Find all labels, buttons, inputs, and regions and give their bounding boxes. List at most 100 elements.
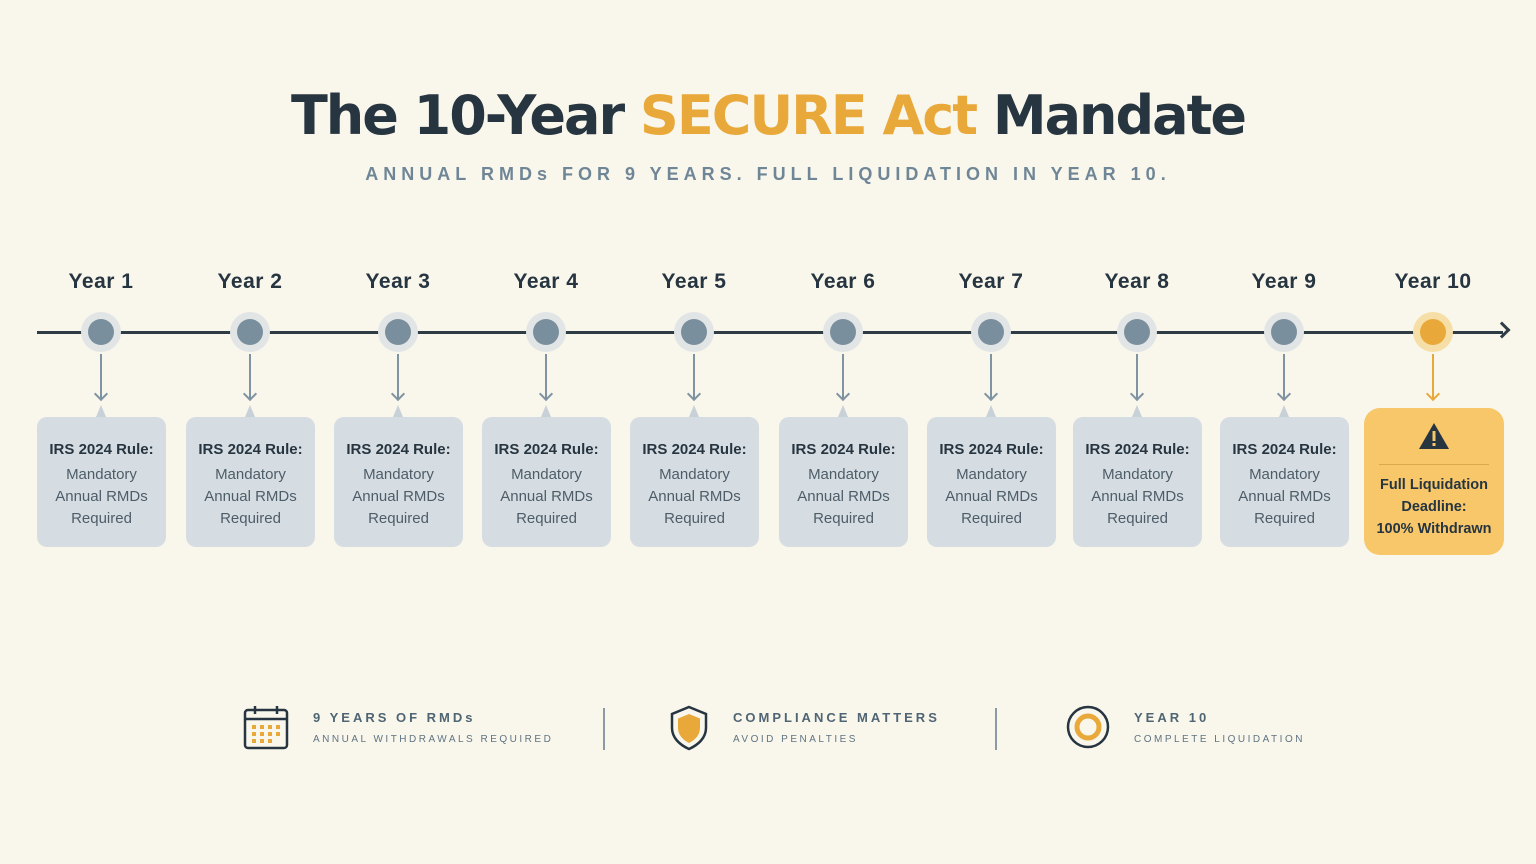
rule-card: IRS 2024 Rule: Mandatory Annual RMDs Requ… <box>334 417 463 547</box>
legend-divider <box>603 708 605 750</box>
timeline-node-dot <box>978 319 1004 345</box>
warning-icon <box>1419 423 1449 449</box>
timeline-node-dot <box>681 319 707 345</box>
target-icon <box>1066 705 1110 749</box>
connector-line <box>1136 354 1138 399</box>
legend-title: 9 YEARS OF RMDs <box>313 710 476 725</box>
connector-line <box>397 354 399 399</box>
rule-card: IRS 2024 Rule: Mandatory Annual RMDs Requ… <box>630 417 759 547</box>
year-label: Year 8 <box>1104 270 1170 293</box>
timeline-arrowhead <box>1493 321 1511 339</box>
connector-line <box>842 354 844 399</box>
card-pointer <box>689 405 699 417</box>
timeline-node <box>81 312 121 352</box>
rule-card-body: Mandatory Annual RMDs Required <box>797 466 890 527</box>
timeline-node <box>230 312 270 352</box>
final-card-divider <box>1379 464 1489 465</box>
connector-arrowhead <box>538 386 554 402</box>
legend-subtitle: AVOID PENALTIES <box>733 734 858 745</box>
rule-card-title: IRS 2024 Rule: <box>791 441 896 458</box>
rule-card-title: IRS 2024 Rule: <box>494 441 599 458</box>
rule-card-title: IRS 2024 Rule: <box>1085 441 1190 458</box>
final-card-text: Full Liquidation Deadline: 100% Withdraw… <box>1376 477 1492 537</box>
legend-divider <box>995 708 997 750</box>
final-deadline-card: Full Liquidation Deadline: 100% Withdraw… <box>1364 408 1504 555</box>
year-label: Year 9 <box>1251 270 1317 293</box>
rule-card-title: IRS 2024 Rule: <box>49 441 154 458</box>
connector-arrowhead <box>983 386 999 402</box>
connector-line <box>990 354 992 399</box>
card-pointer <box>541 405 551 417</box>
timeline-node-dot <box>830 319 856 345</box>
rule-card-body: Mandatory Annual RMDs Required <box>648 466 741 527</box>
rule-card-body: Mandatory Annual RMDs Required <box>945 466 1038 527</box>
timeline-node-dot <box>1124 319 1150 345</box>
title-part-1: The 10-Year <box>290 84 640 147</box>
connector-line <box>249 354 251 399</box>
year-label: Year 10 <box>1394 270 1472 293</box>
legend-item-year10: YEAR 10 COMPLETE LIQUIDATION <box>1065 704 1315 754</box>
connector-line <box>100 354 102 399</box>
year-label: Year 1 <box>68 270 134 293</box>
connector-arrowhead <box>835 386 851 402</box>
timeline-node <box>1413 312 1453 352</box>
title-part-2: Mandate <box>976 84 1247 147</box>
rule-card-title: IRS 2024 Rule: <box>198 441 303 458</box>
rule-card-body: Mandatory Annual RMDs Required <box>204 466 297 527</box>
connector-arrowhead <box>242 386 258 402</box>
legend-item-compliance: COMPLIANCE MATTERS AVOID PENALTIES <box>668 704 948 754</box>
timeline-node-dot <box>88 319 114 345</box>
timeline-node-dot <box>237 319 263 345</box>
rule-card-body: Mandatory Annual RMDs Required <box>1238 466 1331 527</box>
legend-title: COMPLIANCE MATTERS <box>733 710 940 725</box>
rule-card: IRS 2024 Rule: Mandatory Annual RMDs Requ… <box>482 417 611 547</box>
connector-line <box>1283 354 1285 399</box>
rule-card-body: Mandatory Annual RMDs Required <box>500 466 593 527</box>
connector-line <box>545 354 547 399</box>
year-label: Year 7 <box>958 270 1024 293</box>
card-pointer <box>1132 405 1142 417</box>
year-label: Year 2 <box>217 270 283 293</box>
connector-arrowhead <box>390 386 406 402</box>
card-pointer <box>1279 405 1289 417</box>
card-pointer <box>838 405 848 417</box>
rule-card: IRS 2024 Rule: Mandatory Annual RMDs Requ… <box>1073 417 1202 547</box>
legend-subtitle: ANNUAL WITHDRAWALS REQUIRED <box>313 734 554 745</box>
timeline-node <box>526 312 566 352</box>
rule-card-body: Mandatory Annual RMDs Required <box>352 466 445 527</box>
calendar-icon <box>243 706 289 750</box>
timeline-node <box>378 312 418 352</box>
timeline-axis <box>37 331 1503 334</box>
rule-card-title: IRS 2024 Rule: <box>346 441 451 458</box>
timeline-node <box>971 312 1011 352</box>
timeline-node <box>1264 312 1304 352</box>
rule-card: IRS 2024 Rule: Mandatory Annual RMDs Requ… <box>927 417 1056 547</box>
year-label: Year 4 <box>513 270 579 293</box>
card-pointer <box>245 405 255 417</box>
rule-card: IRS 2024 Rule: Mandatory Annual RMDs Requ… <box>1220 417 1349 547</box>
year-label: Year 6 <box>810 270 876 293</box>
connector-arrowhead <box>1129 386 1145 402</box>
page-title: The 10-Year SECURE Act Mandate <box>0 84 1536 147</box>
timeline-node <box>823 312 863 352</box>
timeline-node-dot <box>533 319 559 345</box>
rule-card-title: IRS 2024 Rule: <box>1232 441 1337 458</box>
page-subtitle: ANNUAL RMDs FOR 9 YEARS. FULL LIQUIDATIO… <box>365 164 1171 184</box>
title-highlight: SECURE Act <box>639 84 978 147</box>
rule-card-body: Mandatory Annual RMDs Required <box>55 466 148 527</box>
rule-card-body: Mandatory Annual RMDs Required <box>1091 466 1184 527</box>
timeline-node <box>674 312 714 352</box>
year-label: Year 5 <box>661 270 727 293</box>
timeline-node-dot <box>1271 319 1297 345</box>
connector-arrowhead <box>1425 386 1441 402</box>
year-label: Year 3 <box>365 270 431 293</box>
rule-card: IRS 2024 Rule: Mandatory Annual RMDs Requ… <box>779 417 908 547</box>
connector-arrowhead <box>686 386 702 402</box>
timeline-node-dot <box>385 319 411 345</box>
rule-card: IRS 2024 Rule: Mandatory Annual RMDs Requ… <box>186 417 315 547</box>
legend-item-rmds: 9 YEARS OF RMDs ANNUAL WITHDRAWALS REQUI… <box>242 704 552 754</box>
shield-icon <box>670 705 708 751</box>
card-pointer <box>96 405 106 417</box>
connector-line <box>1432 354 1434 399</box>
rule-card-title: IRS 2024 Rule: <box>642 441 747 458</box>
